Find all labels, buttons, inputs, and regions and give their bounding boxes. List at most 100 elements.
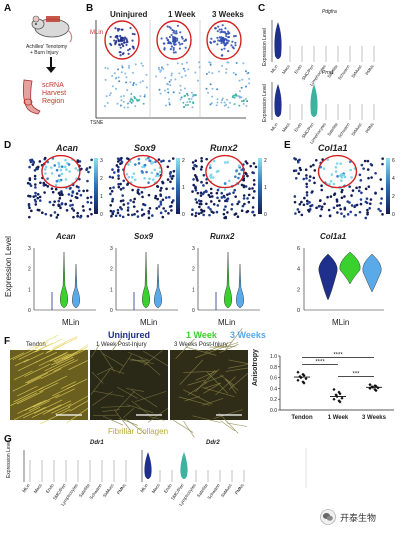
panel-g-violin-2-1 [144, 452, 152, 479]
panel-d-violin-tick-2-3: 1 [110, 287, 113, 293]
anisotropy-ytick-4: 0.4 [270, 386, 277, 392]
runx2-feature-outline [205, 154, 245, 189]
micrograph-2 [90, 334, 169, 434]
anisotropy-chart: 1.0 0.8 0.6 0.4 0.2 0.0 Tendon 1 Week 3 Weeks ***… [270, 353, 394, 421]
micrograph-bg-3 [170, 350, 248, 420]
panel-e-letter: E [284, 140, 291, 151]
sox9-feature: 2 1 0 [108, 154, 185, 220]
panel-g-ylabel: Expression Level [6, 439, 13, 479]
anisotropy-point-1-7 [296, 378, 300, 382]
panel-g-gene-2: Ddr2 [206, 440, 220, 446]
tsne-col-title-2: 1 Week [168, 10, 196, 19]
anisotropy-point-3-3 [374, 384, 378, 388]
harvest-label-1: scRNA [42, 82, 64, 89]
sig-label-2: **** [333, 353, 343, 359]
panel-d-xlabel-2: MLin [140, 318, 158, 327]
panel-d-violin-gene-2: Sox9 [134, 232, 154, 241]
panel-d-violin-group-3: 3 2 1 0 [192, 246, 260, 314]
anisotropy-ylabel: Anisotropy [252, 349, 259, 386]
runx2-feature-tick-2: 1 [264, 185, 267, 191]
panel-d-violin-3wk-2 [154, 263, 162, 309]
panel-f-letter: F [4, 336, 11, 347]
panel-b-letter: B [86, 3, 94, 14]
panel-e-violin-tick-2: 4 [297, 267, 300, 273]
anisotropy-point-2-3 [338, 392, 342, 396]
sig-label-1: **** [315, 360, 325, 366]
acan-feature-tick-2: 2 [100, 176, 103, 182]
panel-d-violin-3wk-3 [236, 263, 244, 309]
col1a1-feature-tick-1: 6 [392, 158, 395, 164]
col1a1-feature-colorbar [386, 158, 390, 214]
watermark-badge: 开泰生物 [318, 504, 402, 530]
anisotropy-point-2-9 [338, 400, 342, 404]
panel-d-violin-tick-1-4: 0 [28, 308, 31, 314]
panel-e-violin-tick-3: 2 [297, 287, 300, 293]
panel-d-xlabel-1: MLin [62, 318, 80, 327]
panel-g-celltype-2-8: SkMusc [220, 482, 234, 498]
panel-d-violin-tick-3-1: 3 [192, 246, 195, 252]
panel-g-celltype-1-2: Macs [33, 482, 44, 494]
col1a1-feature-tick-4: 0 [392, 212, 395, 218]
mlin-outline-3 [206, 20, 242, 60]
sox9-feature-tick-3: 0 [182, 212, 185, 218]
panel-d-violin-tick-3-3: 1 [192, 287, 195, 293]
panel-c-celltype-2-7: Schwann [337, 121, 351, 139]
panel-c-celltype-1-2: Macs [281, 64, 291, 75]
image-label-3wk: 3 Weeks Post-Injury [174, 342, 228, 348]
panel-e-gene: Col1a1 [318, 143, 348, 153]
anisotropy-point-1-9 [302, 381, 306, 385]
panel-c-celltype-1-7: Schwann [337, 63, 351, 81]
panel-g-celltype-2-1: MLin [139, 482, 149, 493]
mlin-outline-1 [104, 20, 140, 60]
panel-e-violin-tick-1: 6 [297, 246, 300, 252]
anisotropy-point-2-2 [337, 390, 341, 394]
mlin-cluster-label: MLin [90, 30, 104, 36]
panel-d-violin-gene-1: Acan [56, 232, 76, 241]
runx2-feature-tick-3: 0 [264, 212, 267, 218]
anisotropy-ytick-1: 1.0 [270, 354, 277, 360]
tsne-axis-label: TSNE [90, 120, 104, 126]
anisotropy-ytick-3: 0.6 [270, 376, 277, 382]
col1a1-feature-tick-3: 2 [392, 194, 395, 200]
sox9-feature-outline [123, 154, 163, 189]
panel-c-celltype-1-1: MLin [270, 63, 280, 74]
panel-c-gene-1: Pdgfra [322, 9, 337, 15]
panel-g-celltype-2-3: Endo [163, 482, 173, 494]
panel-d-gene-2: Sox9 [134, 143, 156, 153]
panel-d-violin-tick-1-2: 2 [28, 267, 31, 273]
panel-c-celltype-2-2: Macs [281, 122, 291, 133]
panel-d-feature-plots: 3 2 1 0 2 1 0 2 1 0 [26, 154, 267, 220]
down-arrow-icon [46, 57, 56, 73]
anisotropy-ytick-6: 0.0 [270, 408, 277, 414]
panel-c-celltype-1-9: PMNs [364, 64, 375, 76]
anisotropy-xtick-2: 1 Week [328, 415, 349, 421]
acan-feature: 3 2 1 0 [26, 154, 103, 219]
panel-d-violins: 3 2 1 0 3 2 1 0 3 2 1 0 [28, 246, 260, 314]
panel-c-violin-1-1 [274, 22, 282, 59]
panel-c-ylabel-1: Expression Level [262, 27, 269, 67]
col1a1-feature-tick-2: 4 [392, 176, 395, 182]
anisotropy-point-3-7 [368, 386, 372, 390]
micrograph-bg-2 [90, 350, 168, 420]
panel-c-ylabel-2: Expression Level [262, 83, 269, 123]
panel-g-violin-2-4 [180, 452, 188, 479]
panel-c-violin-2-4 [310, 84, 318, 117]
panel-d-violin-1wk-2 [142, 251, 150, 309]
col1a1-feature: 6 4 2 0 [292, 154, 395, 220]
panel-e-feature-plot: 6 4 2 0 [292, 154, 395, 220]
runx2-feature-tick-1: 2 [264, 158, 267, 164]
harvest-label-3: Region [42, 98, 65, 105]
sox9-feature-tick-1: 2 [182, 158, 185, 164]
panel-c-celltype-2-9: PMNs [364, 122, 375, 134]
anisotropy-ytick-2: 0.8 [270, 365, 277, 371]
legend-3-weeks: 3 Weeks [230, 330, 266, 340]
acan-feature-tick-4: 0 [100, 212, 103, 218]
anisotropy-point-2-6 [340, 396, 344, 400]
anisotropy-point-2-1 [332, 387, 336, 392]
anisotropy-point-1-6 [304, 377, 308, 381]
panel-g-celltype-1-7: Schwann [88, 482, 103, 500]
panel-d-violin-group-1: 3 2 1 0 [28, 246, 96, 314]
fibrillar-collagen-caption: Fibrillar Collagen [108, 427, 169, 436]
runx2-feature: 2 1 0 [190, 154, 267, 220]
